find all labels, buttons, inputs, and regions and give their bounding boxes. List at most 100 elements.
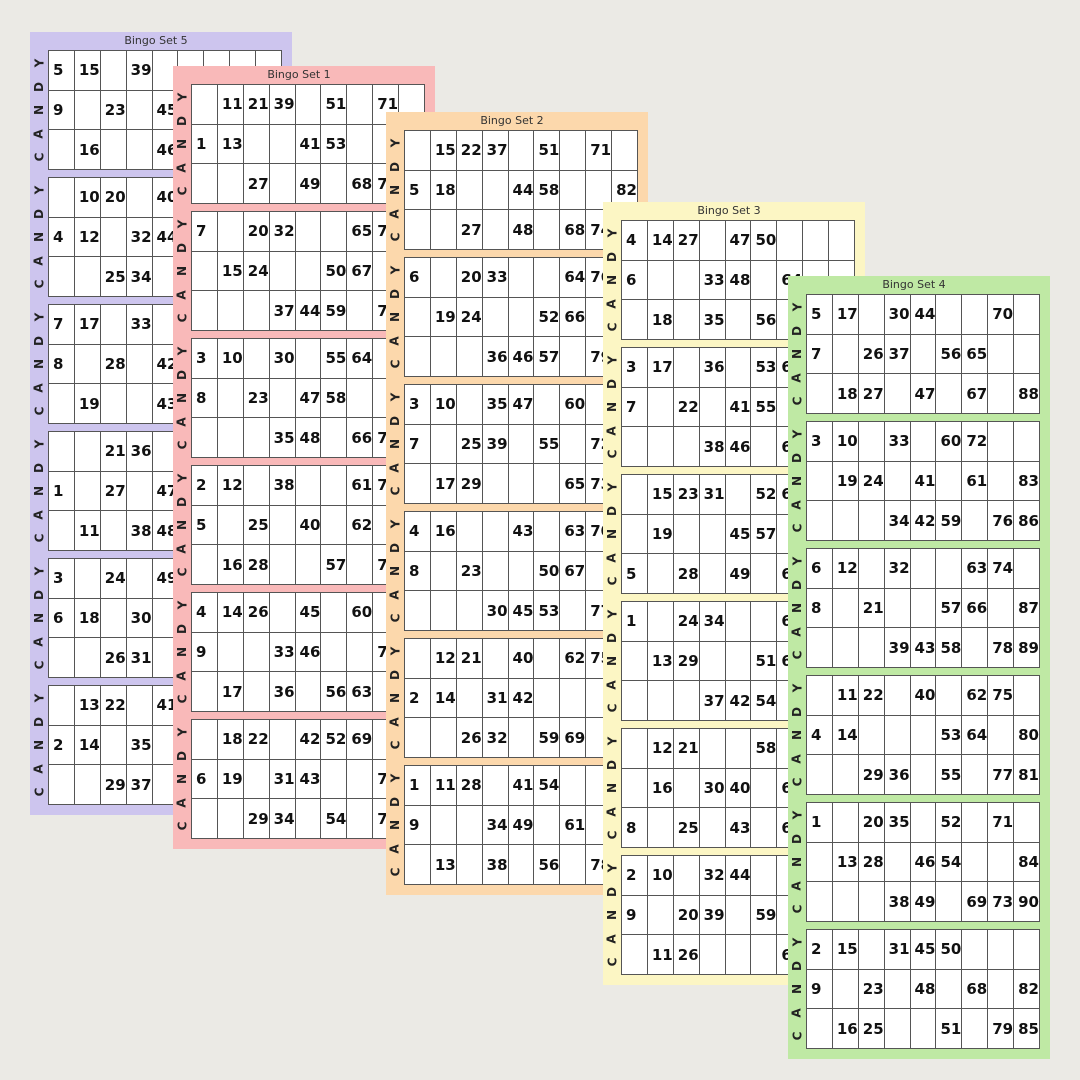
blank-cell	[192, 164, 218, 204]
blank-cell	[858, 501, 885, 541]
number-cell: 33	[884, 422, 911, 462]
side-letter: D	[32, 462, 46, 473]
number-cell: 67	[347, 251, 374, 292]
blank-cell	[988, 969, 1015, 1010]
blank-cell	[647, 427, 674, 467]
side-letter: D	[605, 505, 619, 516]
number-cell: 9	[192, 632, 218, 673]
number-cell: 27	[456, 210, 483, 250]
side-letter: A	[174, 289, 189, 300]
blank-cell	[910, 1009, 937, 1049]
number-cell: 47	[295, 378, 322, 419]
side-letter: A	[31, 128, 46, 139]
blank-cell	[832, 588, 859, 629]
blank-cell	[482, 551, 509, 592]
number-cell: 28	[100, 344, 127, 385]
number-cell: 14	[832, 715, 859, 756]
side-letter: D	[175, 369, 189, 380]
blank-cell	[832, 755, 859, 795]
number-cell: 6	[49, 598, 75, 639]
number-cell: 68	[560, 210, 587, 250]
number-cell: 12	[832, 549, 859, 589]
blank-cell	[74, 471, 101, 512]
number-cell: 28	[456, 766, 483, 806]
side-letter: C	[175, 567, 189, 577]
blank-cell	[622, 475, 648, 515]
blank-cell	[884, 969, 911, 1010]
candy-side-label: Y D N A C	[173, 465, 191, 585]
blank-cell	[126, 471, 153, 512]
number-cell: 21	[673, 729, 700, 769]
number-cell: 10	[647, 856, 674, 896]
number-cell: 9	[49, 90, 75, 131]
number-cell: 15	[430, 131, 457, 171]
side-letter: Y	[174, 92, 189, 102]
blank-cell	[962, 501, 989, 541]
blank-cell	[508, 258, 535, 298]
blank-cell	[936, 295, 963, 335]
number-cell: 25	[858, 1009, 885, 1049]
number-cell: 58	[751, 729, 778, 769]
blank-cell	[751, 554, 778, 594]
number-cell: 70	[988, 295, 1015, 335]
number-cell: 40	[295, 505, 322, 546]
side-letter: D	[32, 716, 46, 727]
number-cell: 20	[858, 803, 885, 843]
blank-cell	[321, 632, 348, 673]
number-cell: 17	[647, 348, 674, 388]
number-cell: 38	[884, 882, 911, 922]
blank-cell	[49, 432, 75, 472]
number-cell: 45	[508, 591, 535, 631]
number-cell: 11	[647, 935, 674, 975]
candy-side-label: Y D N A C	[173, 338, 191, 458]
ticket-grid: 1 20 35 52 71 13 28 46 54 84 38 49 69 73 90	[806, 802, 1040, 922]
blank-cell	[988, 930, 1015, 970]
blank-cell	[647, 681, 674, 721]
number-cell: 11	[74, 511, 101, 551]
number-cell: 65	[560, 464, 587, 504]
side-letter: Y	[387, 392, 402, 402]
side-letter: Y	[604, 609, 619, 619]
number-cell: 23	[673, 475, 700, 515]
blank-cell	[884, 588, 911, 629]
blank-cell	[508, 718, 535, 758]
side-letter: N	[604, 274, 619, 286]
number-cell: 65	[347, 212, 374, 252]
blank-cell	[910, 588, 937, 629]
number-cell: 50	[751, 221, 778, 261]
side-letter: N	[604, 528, 619, 540]
number-cell: 48	[508, 210, 535, 250]
number-cell: 24	[243, 251, 270, 292]
number-cell: 52	[751, 475, 778, 515]
blank-cell	[126, 344, 153, 385]
sheet-title: Bingo Set 2	[480, 114, 544, 127]
number-cell: 42	[295, 720, 322, 760]
number-cell: 56	[534, 845, 561, 885]
number-cell: 13	[430, 845, 457, 885]
blank-cell	[647, 554, 674, 594]
side-letter: A	[387, 335, 402, 346]
number-cell: 48	[910, 969, 937, 1010]
blank-cell	[217, 378, 244, 419]
number-cell: 39	[699, 895, 726, 936]
number-cell: 43	[910, 628, 937, 668]
number-cell: 3	[192, 339, 218, 379]
number-cell: 13	[832, 842, 859, 883]
blank-cell	[560, 424, 587, 465]
number-cell: 16	[647, 768, 674, 809]
number-cell: 16	[832, 1009, 859, 1049]
blank-cell	[456, 337, 483, 377]
number-cell: 37	[126, 765, 153, 805]
blank-cell	[884, 842, 911, 883]
blank-cell	[49, 686, 75, 726]
ticket-grid: 15 22 37 51 71 5 18 44 58 82 27 48 68 74	[404, 130, 638, 250]
blank-cell	[100, 598, 127, 639]
blank-cell	[49, 178, 75, 218]
blank-cell	[508, 424, 535, 465]
side-letter: A	[174, 543, 189, 554]
number-cell: 26	[673, 935, 700, 975]
number-cell: 14	[217, 593, 244, 633]
side-letter: N	[387, 438, 402, 450]
side-letter: Y	[789, 429, 804, 439]
side-letter: C	[388, 232, 402, 242]
